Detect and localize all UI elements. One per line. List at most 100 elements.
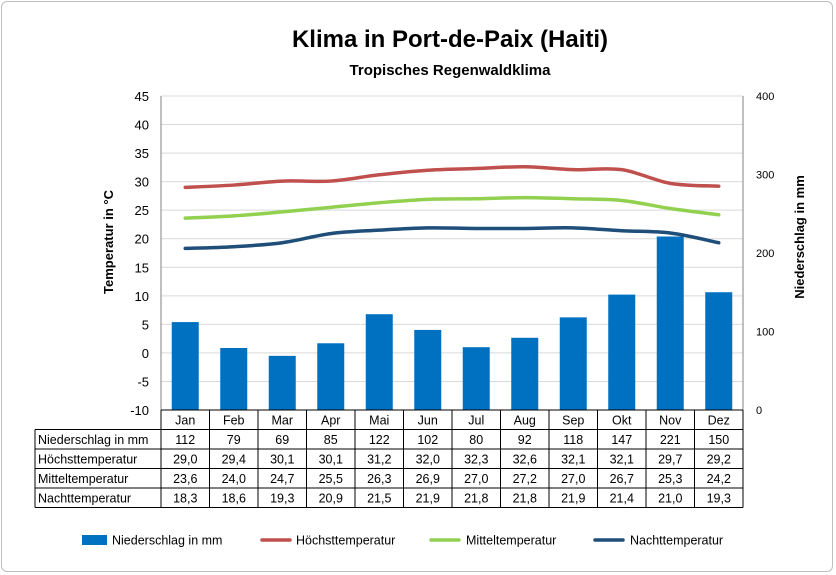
data-label: 92 xyxy=(518,433,532,447)
data-table: Jan Feb Mar Apr Mai Jun Jul Aug Sep Okt Nov Dez Nied… xyxy=(34,409,744,508)
precipitation-bar xyxy=(608,294,636,410)
y-tick-label: 40 xyxy=(135,118,149,133)
x-tick-label: Aug xyxy=(514,414,536,428)
precipitation-bar xyxy=(705,292,733,410)
precipitation-bar xyxy=(559,317,587,410)
y2-tick-label: 200 xyxy=(756,248,774,260)
y-tick-label: -10 xyxy=(130,403,149,418)
data-label: 20,9 xyxy=(319,492,343,506)
x-tick-label: Sep xyxy=(562,414,584,428)
precipitation-bar xyxy=(317,343,345,410)
data-label: 26,9 xyxy=(416,472,440,486)
y2-tick-label: 0 xyxy=(756,405,762,417)
data-label: 21,4 xyxy=(610,492,634,506)
data-label: 85 xyxy=(324,433,338,447)
y-tick-label: 35 xyxy=(135,146,149,161)
data-label: 79 xyxy=(227,433,241,447)
precipitation-bar xyxy=(511,337,539,410)
legend-label: Nachttemperatur xyxy=(630,534,723,548)
data-label: 24,2 xyxy=(707,472,731,486)
data-label: 102 xyxy=(417,433,438,447)
y-tick-label: 45 xyxy=(135,89,149,104)
data-label: 27,0 xyxy=(561,472,585,486)
table-row-label: Nachttemperatur xyxy=(38,492,131,506)
y-tick-label: 10 xyxy=(135,289,149,304)
precipitation-bar xyxy=(365,314,393,410)
data-label: 21,0 xyxy=(658,492,682,506)
mitteltemperatur-line xyxy=(183,195,721,220)
legend-label: Niederschlag in mm xyxy=(112,534,222,548)
y-tick-label: 5 xyxy=(142,317,149,332)
axes: 45 40 35 30 25 20 15 10 5 0 -5 -10 400 300 200 100 0 xyxy=(130,89,774,418)
precipitation-bar xyxy=(414,329,442,410)
data-label: 69 xyxy=(275,433,289,447)
data-label: 122 xyxy=(369,433,390,447)
h-chsttemperatur-line xyxy=(183,165,721,190)
data-label: 26,7 xyxy=(610,472,634,486)
data-label: 27,2 xyxy=(513,472,537,486)
data-label: 21,9 xyxy=(416,492,440,506)
data-label: 118 xyxy=(563,433,583,447)
precipitation-bar xyxy=(656,236,684,410)
data-label: 29,0 xyxy=(173,453,197,467)
x-tick-label: Okt xyxy=(612,414,632,428)
data-label: 29,4 xyxy=(222,453,246,467)
data-label: 23,6 xyxy=(173,472,197,486)
x-tick-label: Nov xyxy=(659,414,682,428)
y2-tick-label: 400 xyxy=(756,91,774,103)
precipitation-bar xyxy=(462,347,490,410)
data-label: 221 xyxy=(660,433,681,447)
data-label: 21,5 xyxy=(367,492,391,506)
chart-subtitle: Tropisches Regenwaldklima xyxy=(350,62,552,79)
data-label: 19,3 xyxy=(270,492,294,506)
y2-tick-label: 100 xyxy=(756,327,774,339)
data-label: 32,6 xyxy=(513,453,537,467)
data-label: 18,3 xyxy=(173,492,197,506)
precipitation-bar xyxy=(220,347,248,410)
x-tick-label: Mai xyxy=(369,414,389,428)
y-tick-label: 0 xyxy=(142,346,149,361)
data-label: 21,8 xyxy=(464,492,488,506)
data-label: 150 xyxy=(708,433,729,447)
data-label: 32,1 xyxy=(610,453,634,467)
data-label: 21,9 xyxy=(561,492,585,506)
data-label: 31,2 xyxy=(367,453,391,467)
data-label: 27,0 xyxy=(464,472,488,486)
data-label: 32,0 xyxy=(416,453,440,467)
data-label: 147 xyxy=(611,433,632,447)
data-label: 25,5 xyxy=(319,472,343,486)
data-label: 19,3 xyxy=(707,492,731,506)
table-row-label: Niederschlag in mm xyxy=(38,433,148,447)
precipitation-bars xyxy=(171,236,733,410)
y-axis-label-right: Niederschlag in mm xyxy=(792,175,807,299)
legend-label: Mitteltemperatur xyxy=(466,534,556,548)
data-label: 29,2 xyxy=(707,453,731,467)
precipitation-bar xyxy=(171,322,199,410)
niederschlag-in-mm-legend-swatch xyxy=(82,535,107,545)
nachttemperatur-line xyxy=(183,226,721,251)
data-label: 32,3 xyxy=(464,453,488,467)
x-tick-label: Feb xyxy=(223,414,245,428)
y2-tick-label: 300 xyxy=(756,170,774,182)
y-tick-label: 15 xyxy=(135,260,149,275)
data-label: 32,1 xyxy=(561,453,585,467)
gridlines xyxy=(161,95,743,411)
temperature-lines xyxy=(183,165,721,251)
x-tick-label: Jun xyxy=(418,414,438,428)
data-label: 24,7 xyxy=(270,472,294,486)
y-tick-label: 20 xyxy=(135,232,149,247)
table-row-label: Mitteltemperatur xyxy=(38,472,128,486)
data-label: 24,0 xyxy=(222,472,246,486)
x-tick-label: Jan xyxy=(175,414,195,428)
table-row-label: Höchsttemperatur xyxy=(38,453,137,467)
legend: Niederschlag in mm Höchsttemperatur Mittel… xyxy=(82,534,723,548)
data-label: 80 xyxy=(469,433,483,447)
data-label: 30,1 xyxy=(270,453,294,467)
data-label: 29,7 xyxy=(658,453,682,467)
y-axis-label-left: Temperatur in °C xyxy=(101,189,116,294)
y-tick-label: 25 xyxy=(135,203,149,218)
data-label: 112 xyxy=(175,433,195,447)
data-label: 18,6 xyxy=(222,492,246,506)
